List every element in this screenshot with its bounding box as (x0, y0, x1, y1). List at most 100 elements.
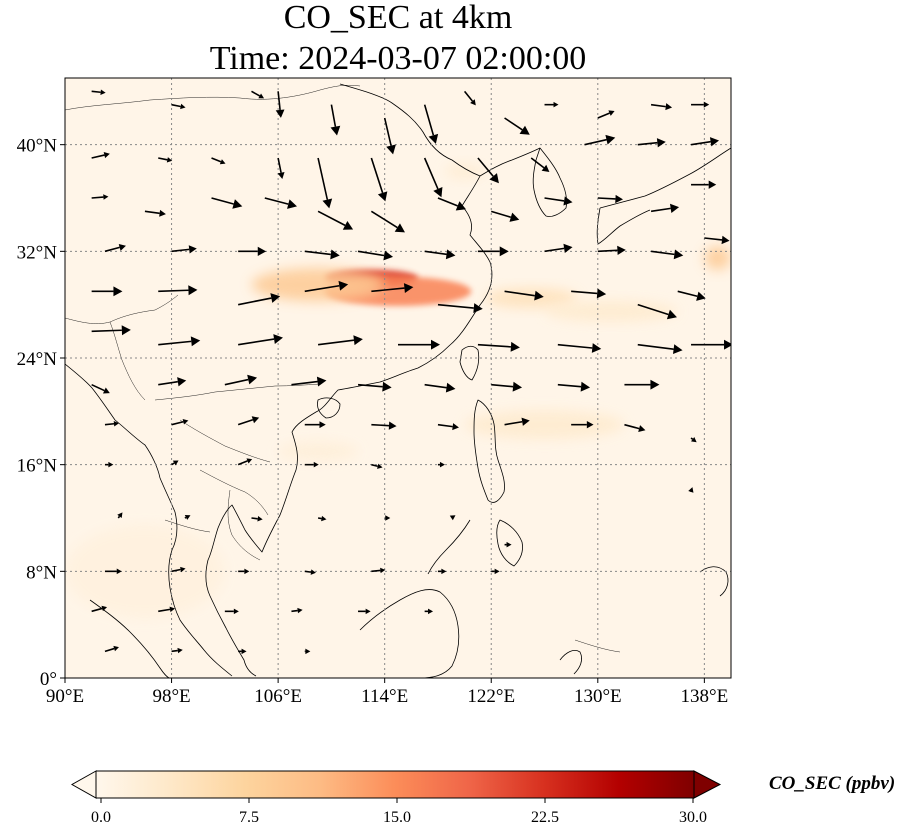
wind-arrow (463, 90, 476, 106)
wind-arrow (158, 606, 176, 613)
wind-arrow (158, 157, 173, 163)
co-plume (251, 268, 385, 302)
lat-tick-label: 40°N (17, 136, 58, 157)
wind-arrow (423, 104, 439, 144)
wind-arrow (691, 180, 717, 189)
wind-arrow (317, 210, 354, 230)
colorbar-label: CO_SEC (ppbv) (769, 773, 895, 794)
lon-tick-label: 106°E (254, 686, 302, 707)
title-line-2: Time: 2024-03-07 02:00:00 (209, 40, 587, 77)
wind-arrow (384, 515, 391, 521)
wind-arrow (211, 197, 243, 209)
wind-arrow (691, 339, 731, 350)
wind-arrow (477, 246, 509, 257)
wind-vectors (91, 89, 731, 655)
wind-arrow (597, 194, 623, 204)
wind-arrow (251, 90, 265, 99)
lon-tick-label: 122°E (467, 686, 515, 707)
wind-arrow (650, 103, 673, 111)
co-plume (464, 410, 625, 440)
wind-arrow (449, 515, 456, 521)
latitude-axis: 0° 8°N 16°N 24°N 32°N 40°N (17, 136, 65, 690)
wind-arrow (237, 458, 253, 466)
wind-arrow (158, 377, 187, 387)
wind-arrow (491, 210, 520, 222)
wind-arrow (91, 383, 110, 394)
wind-arrow (304, 648, 311, 655)
wind-arrow (584, 134, 616, 146)
wind-arrow (544, 101, 559, 108)
lat-tick-label: 24°N (17, 349, 58, 370)
wind-arrow (504, 417, 530, 426)
wind-arrow (238, 334, 283, 346)
co-plume (278, 441, 359, 462)
wind-arrow (637, 343, 683, 355)
wind-arrow (330, 104, 341, 136)
wind-arrow (371, 421, 397, 430)
wind-arrow (477, 157, 499, 184)
colorbar-tick-label: 30.0 (679, 809, 707, 826)
wind-arrow (704, 235, 730, 245)
wind-arrow (383, 117, 396, 155)
longitude-axis: 90°E 98°E 106°E 114°E 122°E 130°E 138°E (46, 678, 728, 707)
wind-arrow (571, 420, 594, 429)
lon-tick-label: 138°E (681, 686, 729, 707)
wind-arrow (275, 91, 285, 118)
colorbar-tick-label: 15.0 (383, 809, 411, 826)
wind-arrow (104, 568, 122, 575)
wind-arrow (91, 89, 106, 95)
wind-arrow (557, 343, 602, 353)
wind-arrow (158, 285, 198, 296)
wind-arrow (238, 293, 281, 306)
wind-arrow (357, 381, 392, 392)
wind-arrow (370, 210, 405, 233)
lat-tick-label: 32°N (17, 242, 58, 263)
wind-arrow (571, 288, 607, 299)
wind-arrow (171, 245, 197, 254)
wind-arrow (104, 421, 119, 427)
wind-arrow (171, 460, 179, 466)
wind-arrow (477, 341, 520, 352)
wind-arrow (238, 246, 267, 256)
wind-arrow (544, 196, 573, 206)
lat-tick-label: 0° (40, 669, 57, 690)
wind-arrow (264, 197, 297, 209)
title-line-1: CO_SEC at 4km (283, 0, 513, 36)
map-frame (64, 77, 732, 679)
wind-arrow (317, 157, 333, 209)
wind-arrow (238, 568, 250, 575)
wind-arrow (237, 416, 260, 426)
wind-arrow (357, 250, 394, 261)
map-panel[interactable] (64, 77, 733, 679)
wind-arrow (424, 382, 456, 393)
wind-arrow (624, 423, 646, 433)
wind-arrow (304, 280, 349, 293)
wind-arrow (437, 197, 466, 211)
wind-arrow (317, 515, 327, 522)
co-plume (444, 163, 485, 180)
wind-arrow (91, 286, 123, 297)
lon-tick-label: 90°E (46, 686, 84, 707)
country-borders (65, 84, 621, 653)
wind-arrow (211, 157, 226, 165)
wind-arrow (371, 283, 414, 293)
wind-arrow (597, 245, 626, 255)
wind-arrow (104, 645, 119, 653)
colorbar: 0.0 7.5 15.0 22.5 30.0 CO_SEC (ppbv) (70, 770, 895, 826)
wind-arrow (504, 290, 544, 301)
wind-arrow (317, 335, 363, 346)
wind-arrow (104, 461, 114, 468)
wind-arrow (304, 461, 319, 468)
wind-arrow (304, 249, 340, 260)
wind-arrow (171, 418, 189, 426)
lon-tick-label: 114°E (361, 686, 408, 707)
colorbar-extend-max (693, 770, 722, 799)
colorbar-gradient (96, 771, 694, 798)
co-plume (704, 246, 731, 270)
wind-arrow (371, 463, 383, 469)
co-plume (484, 288, 578, 308)
wind-arrow (424, 608, 434, 615)
wind-arrow (171, 566, 186, 573)
wind-arrow (117, 512, 123, 519)
